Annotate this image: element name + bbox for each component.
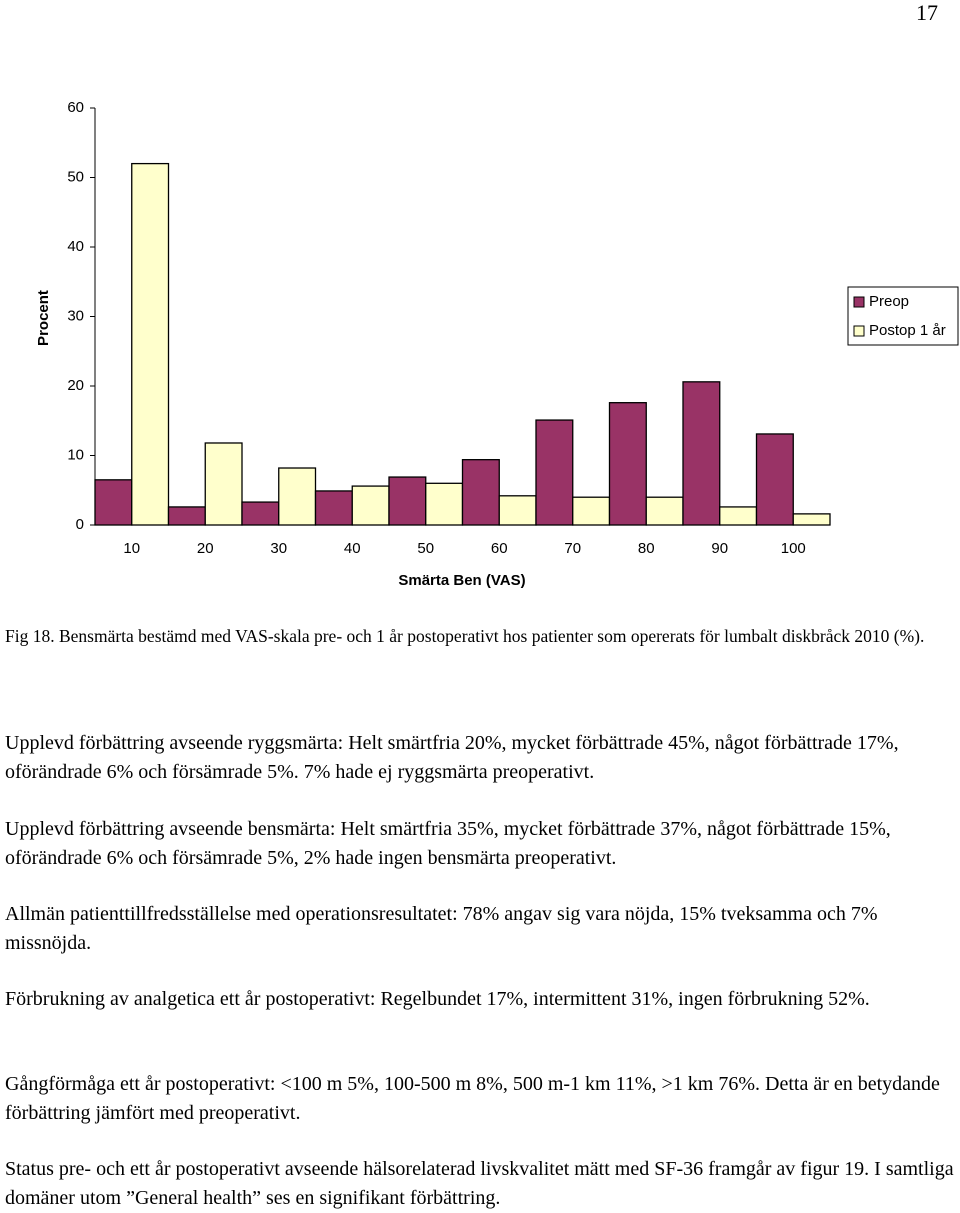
y-axis-title: Procent [35, 290, 52, 346]
x-tick-label: 80 [638, 540, 655, 557]
bar [351, 485, 390, 526]
chart: Procent Smärta Ben (VAS) 0 10 20 30 40 50 60 10… [35, 99, 959, 589]
bar [167, 506, 206, 526]
x-tick-label: 60 [491, 540, 508, 557]
bar [755, 433, 794, 526]
bar [94, 479, 133, 526]
y-tick-label: 0 [76, 516, 84, 533]
bar [572, 496, 611, 526]
legend-swatch [853, 296, 865, 308]
x-axis-title: Smärta Ben (VAS) [398, 572, 525, 589]
y-tick-label: 30 [67, 307, 84, 324]
y-tick-label: 10 [67, 446, 84, 463]
bar [388, 476, 427, 526]
bar [241, 501, 280, 526]
legend-label: Preop [869, 293, 909, 310]
bar [608, 402, 647, 526]
paragraph: Förbrukning av analgetica ett år postope… [5, 988, 870, 1010]
x-tick-label: 90 [711, 540, 728, 557]
bar [682, 381, 721, 526]
legend-swatch [853, 325, 865, 337]
bar [204, 442, 243, 526]
bar [461, 459, 500, 526]
y-tick-label: 60 [67, 99, 84, 116]
x-tick-label: 20 [197, 540, 214, 557]
bar [131, 162, 170, 526]
bar [314, 490, 353, 526]
paragraph: Gångförmåga ett år postoperativt: <100 m… [5, 1073, 940, 1124]
paragraph: Upplevd förbättring avseende bensmärta: … [5, 818, 891, 869]
bar [425, 482, 464, 526]
paragraph: Status pre- och ett år postoperativt avs… [5, 1158, 954, 1209]
x-tick-label: 100 [781, 540, 806, 557]
x-tick-label: 30 [270, 540, 287, 557]
y-tick-label: 20 [67, 377, 84, 394]
figure-caption: Fig 18. Bensmärta bestämd med VAS-skala … [5, 626, 925, 646]
bar [719, 506, 758, 526]
y-tick-label: 40 [67, 238, 84, 255]
legend-label: Postop 1 år [869, 322, 946, 339]
x-tick-label: 70 [564, 540, 581, 557]
bar [498, 495, 537, 526]
bar [535, 419, 574, 526]
x-tick-label: 40 [344, 540, 361, 557]
page-number: 17 [916, 0, 938, 25]
x-tick-label: 10 [123, 540, 140, 557]
x-tick-label: 50 [417, 540, 434, 557]
paragraph: Upplevd förbättring avseende ryggsmärta:… [5, 732, 899, 783]
bar [645, 496, 684, 526]
bar [278, 467, 317, 526]
paragraph: Allmän patienttillfredsställelse med ope… [5, 903, 878, 954]
bar [792, 513, 831, 526]
legend-box [847, 286, 959, 346]
y-tick-label: 50 [67, 168, 84, 185]
